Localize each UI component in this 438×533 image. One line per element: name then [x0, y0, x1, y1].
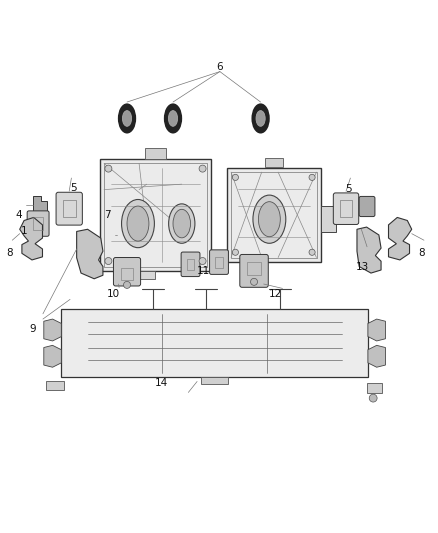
Text: 12: 12	[268, 289, 282, 298]
Bar	[265, 158, 283, 167]
Bar	[201, 377, 228, 384]
Bar	[340, 200, 352, 217]
FancyBboxPatch shape	[333, 193, 359, 224]
Text: 4: 4	[15, 210, 22, 220]
Text: 11: 11	[197, 266, 210, 276]
Text: 10: 10	[106, 289, 120, 298]
FancyBboxPatch shape	[56, 192, 82, 225]
Ellipse shape	[253, 195, 286, 243]
Circle shape	[251, 278, 258, 285]
Circle shape	[309, 249, 315, 255]
Bar	[145, 148, 166, 159]
Circle shape	[309, 174, 315, 181]
Polygon shape	[389, 217, 412, 260]
Bar	[367, 383, 382, 393]
Text: 8: 8	[6, 248, 13, 259]
Text: 14: 14	[155, 377, 168, 387]
Polygon shape	[44, 319, 61, 341]
FancyBboxPatch shape	[27, 211, 49, 236]
Bar	[33, 217, 43, 230]
Bar	[121, 268, 133, 280]
Circle shape	[124, 281, 131, 288]
Polygon shape	[357, 227, 381, 273]
Bar	[321, 206, 336, 232]
FancyBboxPatch shape	[359, 197, 375, 216]
FancyBboxPatch shape	[113, 257, 141, 286]
Ellipse shape	[258, 201, 280, 237]
Bar	[99, 159, 211, 271]
Bar	[230, 172, 317, 258]
Bar	[63, 200, 76, 217]
Text: 8: 8	[418, 248, 425, 259]
Bar	[187, 259, 194, 270]
Ellipse shape	[252, 104, 269, 133]
Polygon shape	[44, 345, 61, 367]
Circle shape	[105, 257, 112, 264]
Circle shape	[232, 174, 238, 181]
Text: 1: 1	[21, 225, 28, 236]
Bar	[103, 163, 208, 266]
Bar	[138, 271, 155, 279]
Ellipse shape	[173, 209, 191, 238]
FancyBboxPatch shape	[209, 250, 229, 274]
Circle shape	[199, 257, 206, 264]
Text: 7: 7	[104, 210, 111, 220]
Polygon shape	[33, 197, 47, 219]
Ellipse shape	[169, 111, 177, 126]
FancyBboxPatch shape	[181, 252, 200, 277]
Bar	[227, 168, 321, 262]
Text: 6: 6	[216, 62, 223, 72]
FancyBboxPatch shape	[240, 254, 268, 287]
Polygon shape	[368, 319, 385, 341]
Ellipse shape	[165, 104, 181, 133]
Bar	[247, 262, 261, 275]
Circle shape	[232, 249, 238, 255]
Polygon shape	[77, 229, 103, 279]
Text: 13: 13	[356, 262, 369, 272]
Ellipse shape	[123, 111, 131, 126]
Text: 5: 5	[70, 183, 77, 192]
Bar	[61, 309, 368, 377]
Circle shape	[105, 165, 112, 172]
Ellipse shape	[256, 111, 265, 126]
Polygon shape	[20, 217, 42, 260]
Polygon shape	[368, 345, 385, 367]
Bar	[215, 257, 223, 268]
Bar	[46, 382, 64, 390]
Circle shape	[369, 394, 377, 402]
Circle shape	[199, 165, 206, 172]
Ellipse shape	[121, 199, 154, 248]
Text: 9: 9	[29, 324, 36, 334]
Text: 5: 5	[345, 183, 352, 193]
Ellipse shape	[169, 204, 195, 243]
Ellipse shape	[127, 206, 149, 241]
Ellipse shape	[119, 104, 135, 133]
